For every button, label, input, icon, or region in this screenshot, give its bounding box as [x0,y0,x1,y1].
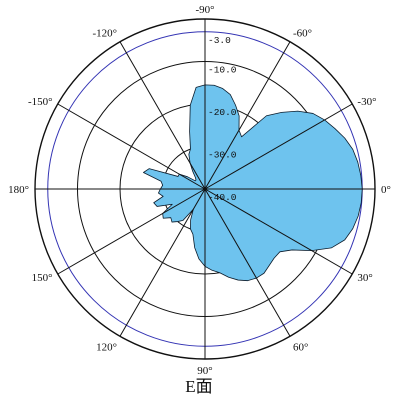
angle-label-0: 0° [381,184,391,196]
angle-label-neg-30: -30° [357,96,376,108]
radial-label-3: -3.0 [208,35,231,46]
spoke-30 [204,188,353,275]
radial-label-40: -40.0 [208,192,237,203]
radial-label-30: -30.0 [208,150,237,161]
spoke-60 [204,188,291,337]
spoke-neg-30 [204,103,353,190]
spoke-layer [35,19,375,359]
spoke-120 [119,188,206,337]
angle-label-60: 60° [293,341,308,353]
radial-label-10: -10.0 [208,65,237,76]
spoke-150 [57,188,206,275]
angle-label-90: 90° [197,365,212,377]
angle-label-neg-150: -150° [28,96,53,108]
chart-title: E面 [185,377,212,396]
angle-label-30: 30° [357,272,372,284]
spoke-neg-60 [204,41,291,190]
pattern-layer [143,84,363,282]
angle-label-150: 150° [32,272,53,284]
spoke-neg-150 [57,103,206,190]
radial-label-20: -20.0 [208,107,237,118]
angle-label-180: 180° [8,184,29,196]
spoke-neg-120 [119,41,206,190]
angle-label-neg-90: -90° [195,4,214,16]
angle-label-neg-60: -60° [293,28,312,40]
angle-label-neg-120: -120° [92,28,117,40]
angle-label-120: 120° [96,341,117,353]
label-layer: 0° 30° 60° 90° 120° 150° 180° -150° -120° -90° -60… [8,4,391,377]
e-plane-pattern [143,84,363,282]
